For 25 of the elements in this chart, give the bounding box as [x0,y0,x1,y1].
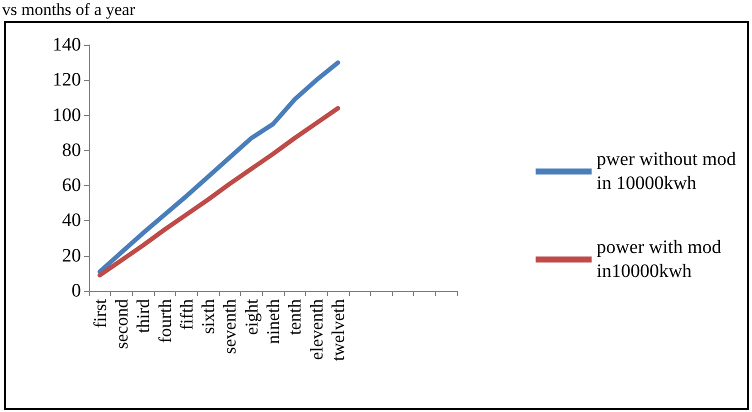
y-tick-label: 120 [52,70,81,91]
y-tick-label: 0 [72,280,81,302]
x-tick-label: seventh [220,299,240,354]
y-tick-label: 20 [62,245,81,266]
legend-label: power with mod in10000kwh [596,237,722,282]
y-tick-label: 40 [62,210,81,232]
y-tick-label: 140 [52,34,81,56]
x-tick-label: eight [241,299,262,335]
legend-label: pwer without mod in 10000kwh [596,149,736,194]
line-series [98,60,340,274]
x-tick-label: fifth [176,299,196,330]
y-tick-label: 60 [62,175,81,196]
x-tick-label: tenth [284,299,305,335]
x-tick-label: first [90,299,110,328]
x-tick-label: second [111,299,132,349]
y-tick-label: 100 [52,104,81,126]
y-tick-label: 80 [62,140,81,161]
x-tick-label: third [133,299,154,333]
x-tick-label: twelveth [328,299,348,361]
x-tick-label: fourth [154,299,175,343]
x-tick-label: nineth [263,299,283,344]
x-tick-label: eleventh [306,299,326,360]
chart-title: vs months of a year [2,0,136,20]
line-series [98,106,340,278]
x-tick-label: sixth [198,299,218,334]
